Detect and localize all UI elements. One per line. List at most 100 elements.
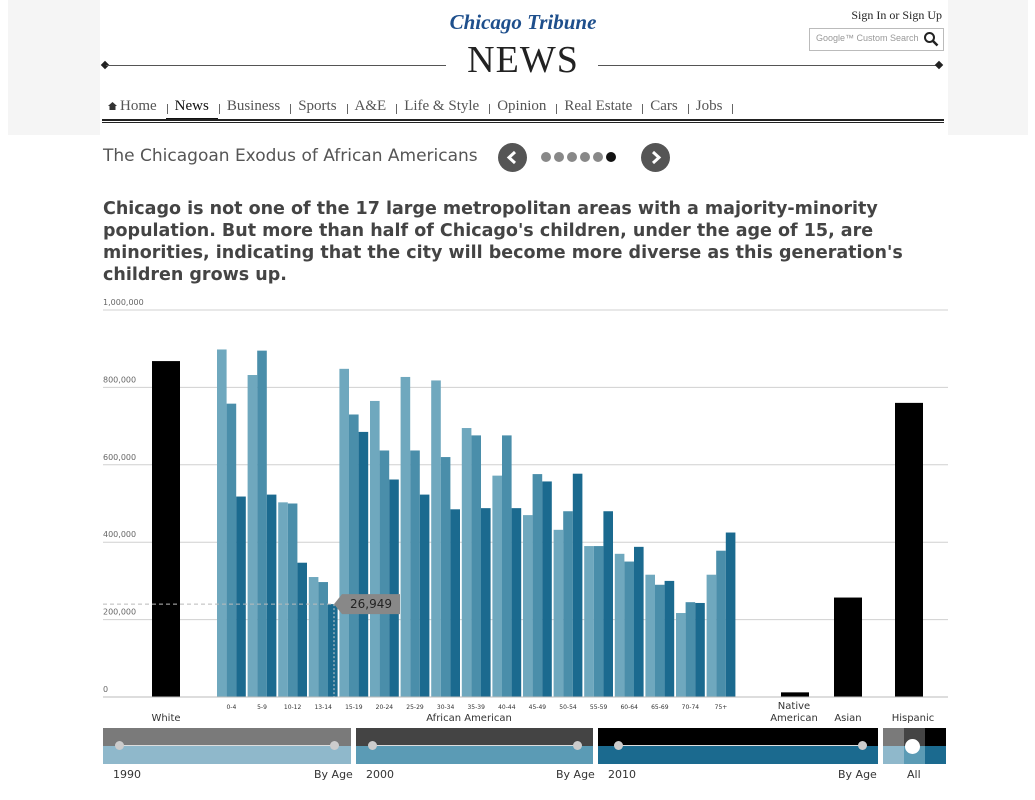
nav-item-real-estate[interactable]: Real Estate bbox=[555, 98, 644, 120]
slider-2010-bottom bbox=[598, 746, 878, 764]
y-tick-label: 200,000 bbox=[103, 608, 136, 617]
slider-all-knob[interactable] bbox=[905, 739, 920, 754]
bar-aa-0-4-2010 bbox=[236, 496, 246, 697]
nav-item-a-e[interactable]: A&E bbox=[346, 98, 398, 120]
slider-2000-bottom bbox=[356, 746, 593, 764]
chicago-tribune-logo[interactable]: Chicago Tribune bbox=[449, 10, 597, 34]
bar-aa-40-44-2000 bbox=[502, 435, 512, 697]
nav-item-opinion[interactable]: Opinion bbox=[488, 98, 558, 120]
nav-separator bbox=[290, 104, 292, 114]
nav-item-sports[interactable]: Sports bbox=[289, 98, 348, 120]
rule-right bbox=[598, 65, 938, 66]
nav-separator bbox=[166, 104, 168, 114]
bar-aa-15-19-1990 bbox=[339, 368, 349, 697]
bar-aa-50-54-2000 bbox=[563, 511, 573, 697]
bar-aa-60-64-2010 bbox=[634, 546, 644, 697]
bar-aa-75+-1990 bbox=[706, 574, 717, 697]
bar-aa-45-49-2010 bbox=[542, 481, 552, 697]
age-tick-label: 40-44 bbox=[498, 704, 516, 711]
bar-aa-55-59-2010 bbox=[603, 511, 613, 697]
nav-item-cars[interactable]: Cars bbox=[641, 98, 689, 120]
bar-aa-40-44-2010 bbox=[511, 508, 522, 697]
slider-all[interactable] bbox=[883, 728, 946, 764]
slider-2000[interactable] bbox=[356, 728, 593, 764]
nav-item-home[interactable]: Home bbox=[104, 98, 168, 120]
bar-aa-30-34-2000 bbox=[440, 457, 451, 697]
age-tick-label: 55-59 bbox=[590, 704, 608, 711]
slider-2000-mode[interactable]: By Age bbox=[556, 768, 595, 781]
pager-dots bbox=[541, 152, 619, 162]
nav-separator bbox=[642, 104, 644, 114]
pager-dot-3[interactable] bbox=[567, 152, 577, 162]
nav-blank bbox=[842, 80, 948, 120]
main-nav: Home News Business Sports A&E Life & Style Opi… bbox=[104, 98, 734, 120]
slider-1990[interactable] bbox=[103, 728, 351, 764]
sign-in-link[interactable]: Sign In or Sign Up bbox=[851, 8, 942, 22]
slider-1990-knob-left[interactable] bbox=[115, 741, 124, 750]
nav-item-business[interactable]: Business bbox=[218, 98, 292, 120]
nav-label: Life & Style bbox=[404, 98, 480, 114]
bar-aa-75+-2010 bbox=[725, 532, 736, 697]
search-icon[interactable] bbox=[923, 31, 939, 47]
bar-aa-25-29-2000 bbox=[410, 450, 420, 697]
age-tick-label: 0-4 bbox=[226, 704, 236, 711]
slider-1990-knob-right[interactable] bbox=[330, 741, 339, 750]
nav-label: News bbox=[174, 98, 209, 114]
nav-item-life-style[interactable]: Life & Style bbox=[395, 98, 491, 120]
story-headline: Chicago is not one of the 17 large metro… bbox=[103, 199, 903, 285]
slider-2000-top bbox=[356, 728, 593, 746]
slider-2000-knob-left[interactable] bbox=[368, 741, 377, 750]
bar-aa-35-39-2000 bbox=[471, 435, 481, 697]
age-tick-label: 65-69 bbox=[651, 704, 669, 711]
bar-hispanic bbox=[895, 402, 923, 697]
nav-label: Opinion bbox=[497, 98, 547, 114]
nav-rule-thin bbox=[102, 122, 944, 123]
slider-2010-track bbox=[618, 745, 862, 746]
pager-dot-2[interactable] bbox=[554, 152, 564, 162]
bar-aa-75+-2000 bbox=[716, 550, 726, 697]
bar-aa-45-49-1990 bbox=[523, 515, 533, 697]
nav-item-jobs[interactable]: Jobs bbox=[687, 98, 734, 120]
bar-aa-10-12-2010 bbox=[297, 562, 307, 697]
pager-dot-6[interactable] bbox=[606, 152, 616, 162]
age-tick-label: 5-9 bbox=[257, 704, 267, 711]
slider-1990-mode[interactable]: By Age bbox=[314, 768, 353, 781]
story-title: The Chicagoan Exodus of African American… bbox=[103, 146, 478, 166]
nav-label: Business bbox=[226, 98, 281, 114]
tooltip-box bbox=[334, 594, 400, 615]
y-tick-label: 0 bbox=[103, 685, 108, 694]
bar-white bbox=[152, 361, 180, 697]
search-input[interactable]: Google™ Custom Search bbox=[809, 28, 944, 51]
slider-2000-knob-right[interactable] bbox=[573, 741, 582, 750]
header-panel bbox=[100, 0, 948, 135]
pager-dot-4[interactable] bbox=[580, 152, 590, 162]
bar-aa-70-74-2000 bbox=[685, 602, 696, 697]
bar-aa-30-34-1990 bbox=[431, 380, 441, 697]
next-button[interactable] bbox=[641, 143, 670, 172]
chevron-right-icon bbox=[651, 150, 662, 165]
age-tick-label: 20-24 bbox=[376, 704, 394, 711]
bar-aa-45-49-2000 bbox=[532, 474, 543, 697]
pager-dot-5[interactable] bbox=[593, 152, 603, 162]
slider-all-label[interactable]: All bbox=[907, 768, 921, 781]
slider-1990-track bbox=[119, 745, 335, 746]
slider-2010-year: 2010 bbox=[608, 768, 636, 781]
y-tick-label: 400,000 bbox=[103, 530, 136, 539]
pager-dot-1[interactable] bbox=[541, 152, 551, 162]
nav-item-news[interactable]: News bbox=[165, 98, 220, 120]
slider-2010-knob-right[interactable] bbox=[858, 741, 867, 750]
slider-2010-mode[interactable]: By Age bbox=[838, 768, 877, 781]
bar-aa-70-74-2010 bbox=[695, 602, 705, 697]
bar-aa-30-34-2010 bbox=[450, 509, 460, 697]
nav-label: Cars bbox=[650, 98, 678, 114]
age-tick-label: 13-14 bbox=[314, 704, 332, 711]
slider-2010-knob-left[interactable] bbox=[614, 741, 623, 750]
bar-aa-35-39-2010 bbox=[481, 508, 491, 697]
prev-button[interactable] bbox=[498, 143, 527, 172]
bar-aa-5-9-2000 bbox=[257, 350, 267, 697]
slider-2010[interactable] bbox=[598, 728, 878, 764]
group-label: White bbox=[151, 713, 180, 724]
bar-aa-10-12-2000 bbox=[287, 503, 298, 697]
bar-aa-20-24-2010 bbox=[389, 479, 399, 697]
bar-aa-35-39-1990 bbox=[461, 428, 472, 697]
